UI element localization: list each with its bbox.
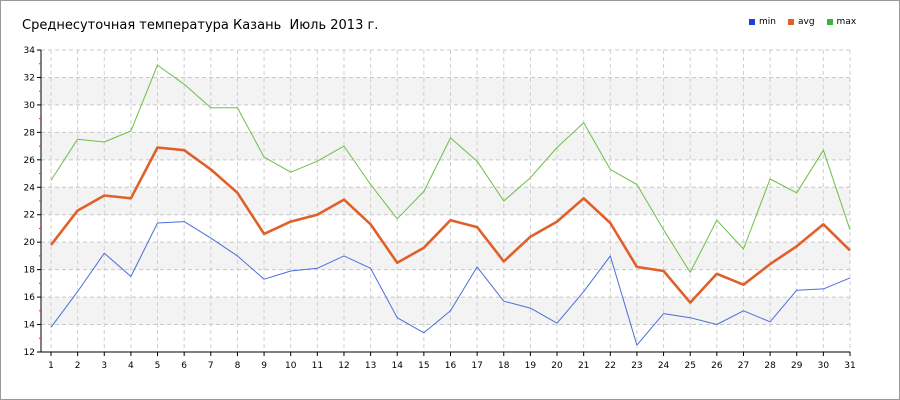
y-tick-label: 12 xyxy=(24,348,35,358)
x-tick-label: 31 xyxy=(844,361,855,371)
y-tick-label: 16 xyxy=(24,293,36,303)
y-tick-label: 30 xyxy=(24,101,36,111)
y-tick-label: 34 xyxy=(24,46,36,56)
x-tick-label: 11 xyxy=(312,361,323,371)
legend-label-min: min xyxy=(759,17,776,27)
x-tick-label: 26 xyxy=(711,361,723,371)
x-tick-label: 16 xyxy=(445,361,457,371)
x-tick-label: 19 xyxy=(525,361,537,371)
x-tick-label: 25 xyxy=(684,361,695,371)
grid-band xyxy=(41,297,850,325)
y-tick-label: 22 xyxy=(24,211,35,221)
x-tick-label: 3 xyxy=(101,361,107,371)
legend-item-avg: avg xyxy=(787,17,815,27)
grid-band xyxy=(41,132,850,160)
legend-item-min: min xyxy=(749,17,776,27)
y-tick-label: 14 xyxy=(24,321,36,331)
x-tick-label: 6 xyxy=(181,361,187,371)
x-tick-label: 22 xyxy=(605,361,616,371)
x-tick-label: 29 xyxy=(791,361,803,371)
legend-label-avg: avg xyxy=(797,17,815,27)
legend-swatch-avg xyxy=(787,19,794,25)
x-tick-label: 2 xyxy=(75,361,81,371)
legend-swatch-max xyxy=(826,19,833,25)
y-tick-label: 18 xyxy=(24,266,36,276)
grid-band xyxy=(41,77,850,105)
grid-band xyxy=(41,242,850,270)
y-tick-label: 28 xyxy=(24,128,36,138)
x-tick-label: 24 xyxy=(658,361,670,371)
grid-band xyxy=(41,187,850,215)
y-tick-label: 20 xyxy=(24,238,36,248)
x-tick-label: 30 xyxy=(818,361,830,371)
series-line-max xyxy=(50,64,851,273)
x-tick-label: 17 xyxy=(471,361,482,371)
x-tick-label: 20 xyxy=(551,361,563,371)
series-line-min xyxy=(50,221,851,346)
y-tick-label: 32 xyxy=(24,73,35,83)
x-tick-label: 8 xyxy=(235,361,241,371)
x-tick-label: 18 xyxy=(498,361,510,371)
legend-swatch-min xyxy=(749,19,755,25)
x-tick-label: 5 xyxy=(155,361,161,371)
legend-label-max: max xyxy=(836,17,857,27)
x-tick-label: 9 xyxy=(261,361,267,371)
x-tick-label: 23 xyxy=(631,361,642,371)
x-tick-label: 21 xyxy=(578,361,589,371)
x-tick-label: 15 xyxy=(418,361,429,371)
y-tick-label: 24 xyxy=(24,183,36,193)
x-tick-label: 12 xyxy=(338,361,349,371)
chart-legend: min avg max xyxy=(749,17,856,27)
legend-item-max: max xyxy=(826,17,857,27)
x-tick-label: 28 xyxy=(764,361,776,371)
x-tick-label: 7 xyxy=(208,361,214,371)
x-tick-label: 27 xyxy=(738,361,749,371)
y-tick-label: 26 xyxy=(24,156,36,166)
x-tick-label: 10 xyxy=(285,361,297,371)
series-line-avg xyxy=(49,146,851,304)
x-tick-label: 1 xyxy=(48,361,54,371)
chart-title: Среднесуточная температура Казань Июль 2… xyxy=(22,18,379,33)
x-tick-label: 13 xyxy=(365,361,376,371)
x-tick-label: 14 xyxy=(392,361,404,371)
x-tick-label: 4 xyxy=(128,361,134,371)
